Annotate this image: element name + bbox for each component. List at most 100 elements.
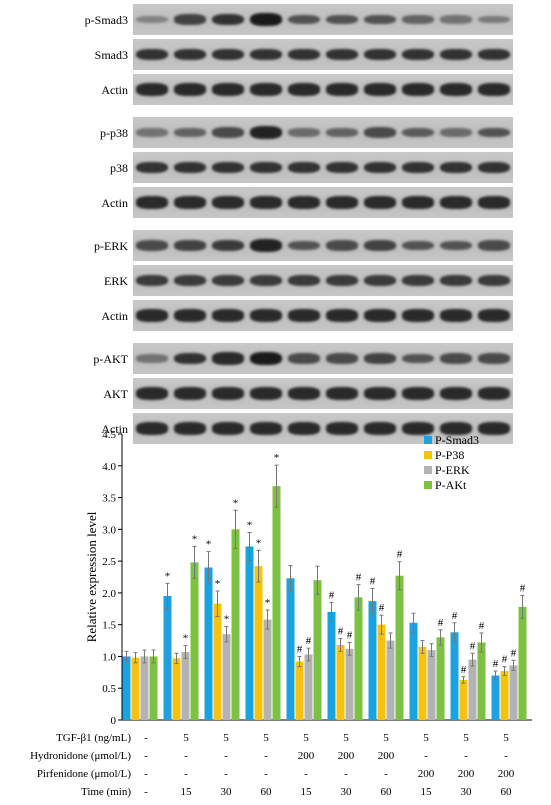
blot-band bbox=[250, 239, 282, 252]
condition-value: - bbox=[344, 768, 348, 780]
blot-band bbox=[250, 351, 282, 366]
blot-band bbox=[402, 309, 434, 322]
blot-band bbox=[212, 161, 244, 174]
blot-band bbox=[440, 309, 472, 322]
bar-chart: 0 0.5 1.0 1.5 2.0 2.5 3.0 3.5 4.0 4.5 Relative exp… bbox=[30, 429, 532, 798]
blot-band bbox=[364, 387, 396, 400]
blot-strip bbox=[133, 265, 513, 296]
condition-value: - bbox=[144, 786, 148, 798]
blot-band bbox=[288, 353, 320, 364]
blot-label: Actin bbox=[101, 82, 128, 97]
blot-band bbox=[326, 83, 358, 96]
blot-band bbox=[402, 387, 434, 400]
blot-band bbox=[326, 196, 358, 209]
bar bbox=[386, 640, 395, 720]
blot-band bbox=[250, 161, 282, 174]
blot-band bbox=[250, 196, 282, 209]
blot-band bbox=[364, 161, 396, 174]
bar bbox=[131, 657, 140, 720]
blot-band bbox=[402, 48, 434, 61]
blot-band bbox=[212, 48, 244, 61]
bar bbox=[427, 650, 436, 720]
significance-mark: * bbox=[265, 597, 271, 609]
blot-band bbox=[402, 196, 434, 209]
blot-band bbox=[288, 48, 320, 61]
blot-band bbox=[212, 239, 244, 252]
significance-mark: * bbox=[206, 539, 212, 551]
condition-label: Time (min) bbox=[81, 786, 131, 798]
blot-band bbox=[136, 309, 168, 322]
condition-value: 60 bbox=[501, 786, 513, 798]
bar bbox=[231, 529, 240, 720]
y-tick-label: 1.0 bbox=[102, 651, 116, 663]
significance-mark: # bbox=[370, 575, 376, 587]
blot-band bbox=[402, 353, 434, 364]
blot-band bbox=[364, 309, 396, 322]
blot-label: ERK bbox=[104, 273, 128, 288]
blot-band bbox=[478, 353, 510, 364]
bar bbox=[222, 634, 231, 720]
blot-label: p-p38 bbox=[100, 125, 128, 140]
blot-band bbox=[364, 422, 396, 435]
blot-band bbox=[212, 13, 244, 26]
condition-label: Hydronidone (μmol/L) bbox=[30, 750, 131, 762]
blot-strip bbox=[133, 300, 513, 331]
significance-mark: * bbox=[274, 452, 280, 464]
condition-value: 5 bbox=[223, 732, 229, 744]
condition-value: - bbox=[224, 750, 228, 762]
significance-mark: * bbox=[165, 570, 171, 582]
condition-value: 5 bbox=[423, 732, 429, 744]
blot-band bbox=[212, 274, 244, 287]
blot-band bbox=[288, 161, 320, 174]
blot-band bbox=[212, 387, 244, 400]
bar bbox=[518, 606, 527, 720]
blot-band bbox=[478, 309, 510, 322]
condition-value: - bbox=[144, 750, 148, 762]
significance-mark: * bbox=[183, 633, 189, 645]
blot-label: Actin bbox=[101, 308, 128, 323]
bar bbox=[450, 632, 459, 720]
condition-value: 15 bbox=[301, 786, 313, 798]
blot-label: p-AKT bbox=[93, 351, 128, 366]
significance-mark: # bbox=[520, 582, 526, 594]
bar bbox=[354, 597, 363, 720]
blot-band bbox=[478, 127, 510, 138]
blot-band bbox=[326, 161, 358, 174]
bar bbox=[263, 619, 272, 720]
blot-band bbox=[174, 161, 206, 174]
bar bbox=[213, 603, 222, 720]
blot-band bbox=[136, 128, 168, 137]
blot-band bbox=[212, 127, 244, 138]
blot-label: AKT bbox=[103, 386, 128, 401]
bar bbox=[190, 562, 199, 720]
condition-label: TGF-β1 (ng/mL) bbox=[56, 732, 131, 744]
y-tick-label: 3.5 bbox=[102, 493, 116, 505]
condition-value: 60 bbox=[381, 786, 393, 798]
y-tick-label: 2.5 bbox=[102, 556, 116, 568]
condition-value: - bbox=[304, 768, 308, 780]
bar bbox=[500, 671, 509, 720]
blot-band bbox=[212, 309, 244, 322]
blot-band bbox=[174, 422, 206, 435]
significance-mark: # bbox=[452, 610, 458, 622]
blot-band bbox=[478, 83, 510, 96]
blot-band bbox=[136, 240, 168, 251]
blot-band bbox=[174, 240, 206, 251]
blot-band bbox=[250, 274, 282, 287]
western-blot-panel: p-Smad3 Smad3 Actin p-p38 p38 Actin p-ERK ERK Ac… bbox=[0, 0, 551, 444]
legend-swatch bbox=[424, 451, 432, 459]
y-tick-label: 0.5 bbox=[102, 683, 116, 695]
blot-band bbox=[136, 83, 168, 96]
condition-value: - bbox=[504, 750, 508, 762]
bar bbox=[327, 611, 336, 720]
significance-mark: # bbox=[502, 654, 508, 666]
significance-mark: # bbox=[479, 620, 485, 632]
y-tick-label: 0 bbox=[111, 715, 117, 727]
condition-value: 200 bbox=[498, 768, 515, 780]
condition-value: - bbox=[184, 750, 188, 762]
blot-band bbox=[212, 422, 244, 435]
condition-value: 5 bbox=[183, 732, 189, 744]
blot-band bbox=[440, 274, 472, 287]
blot-band bbox=[402, 127, 434, 138]
bar bbox=[272, 486, 281, 720]
